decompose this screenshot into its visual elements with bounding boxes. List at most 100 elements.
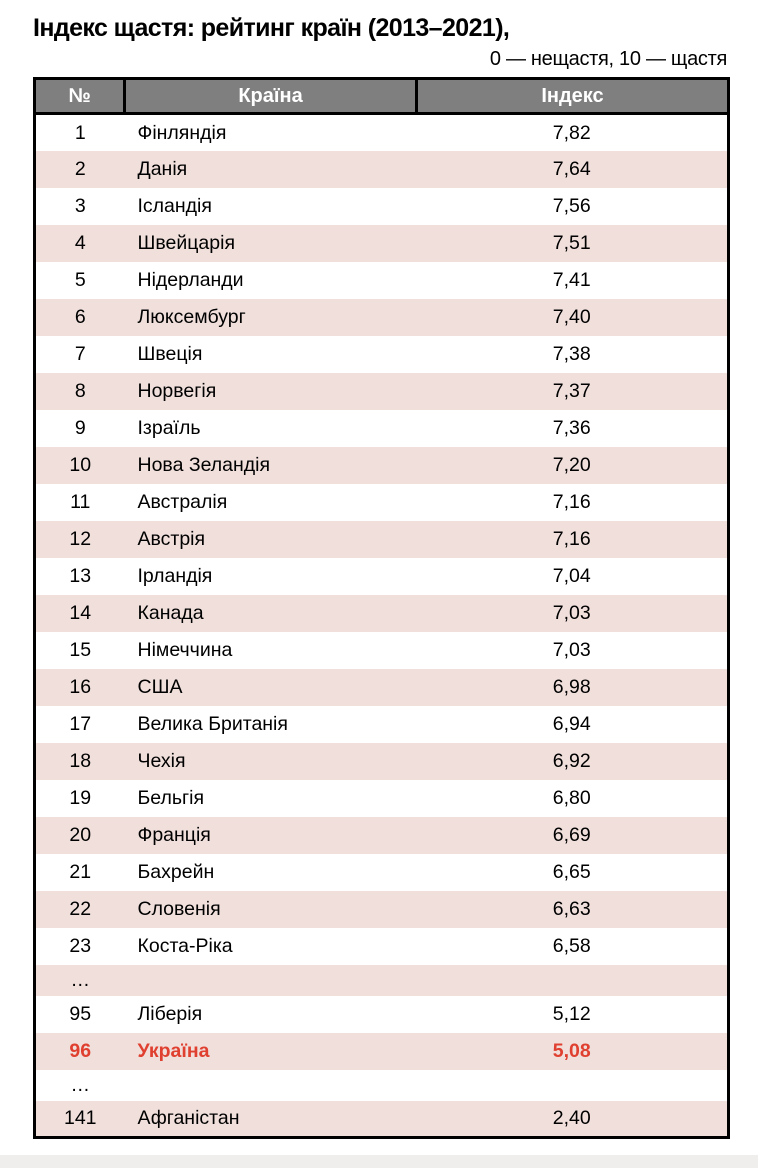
country-cell: Австрія [137,527,206,550]
rank-cell: 23 [69,934,92,957]
table-row: 96 Україна 5,08 [34,1032,729,1070]
index-cell: 7,41 [552,268,591,291]
index-cell: 7,82 [552,121,591,144]
index-cell: 7,16 [552,490,591,513]
country-cell: Данія [137,157,188,180]
index-cell: 7,20 [552,453,591,476]
index-cell: 7,38 [552,342,591,365]
country-cell: Канада [137,601,204,624]
rank-cell: … [70,968,91,991]
index-cell: 6,98 [552,675,591,698]
rank-cell: 14 [69,601,92,624]
table-row: 14 Канада 7,03 [34,594,729,632]
index-cell: 7,51 [552,231,591,254]
country-cell: Чехія [137,749,186,772]
country-cell: Ліберія [137,1002,203,1025]
index-cell: 6,80 [552,786,591,809]
table-row: 95 Ліберія 5,12 [35,996,729,1033]
rank-cell: 95 [69,1002,92,1025]
table-row: 15 Німеччина 7,03 [35,632,729,669]
rank-cell: 9 [74,416,86,439]
table-row: 22 Словенія 6,63 [34,890,729,928]
table-body: 1 Фінляндія 7,82 2 Данія 7,64 3 Ісландія 7,56 4 Шв… [34,114,729,1138]
table-row: 12 Австрія 7,16 [34,520,729,558]
table-row: 16 США 6,98 [34,668,729,706]
table-row: 23 Коста-Ріка 6,58 [35,928,729,965]
rank-cell: 7 [74,342,86,365]
column-header-country: Країна [123,77,418,116]
index-cell [417,1070,729,1101]
country-cell: Швейцарія [137,231,236,254]
index-cell: 7,40 [552,305,591,328]
country-cell: США [137,675,183,698]
rank-cell: 16 [69,675,92,698]
index-cell: 7,37 [552,379,591,402]
country-cell [125,965,417,996]
index-cell: 6,69 [552,823,591,846]
bottom-strip [0,1155,758,1168]
country-cell: Афганістан [137,1107,240,1129]
index-cell: 7,64 [552,157,591,180]
index-cell: 7,36 [552,416,591,439]
table-row: 9 Ізраїль 7,36 [35,410,729,447]
page: Індекс щастя: рейтинг країн (2013–2021),… [33,14,730,1140]
table-row: 17 Велика Британія 6,94 [35,706,729,743]
ellipsis-row: … [34,964,729,996]
country-cell: Нова Зеландія [137,453,271,476]
index-cell: 7,16 [552,527,591,550]
index-cell: 5,08 [552,1039,591,1062]
table-header-row: № Країна Індекс [33,77,730,116]
table-row: 20 Франція 6,69 [34,816,729,854]
table-row: 19 Бельгія 6,80 [35,780,729,817]
rank-cell: 13 [69,564,92,587]
table-row: 6 Люксембург 7,40 [34,298,729,336]
table-row: 18 Чехія 6,92 [34,742,729,780]
country-cell: Ісландія [137,194,212,217]
index-cell: 6,94 [552,712,591,735]
index-cell: 6,58 [552,934,591,957]
index-cell: 7,03 [552,638,591,661]
rank-cell: 6 [74,305,86,328]
country-cell: Нідерланди [137,268,244,291]
index-cell: 7,03 [552,601,591,624]
table-row: 7 Швеція 7,38 [35,336,729,373]
index-cell: 7,56 [552,194,591,217]
table-header: № Країна Індекс [33,77,730,116]
table-row: 11 Австралія 7,16 [35,484,729,521]
index-cell [417,965,729,996]
page-title: Індекс щастя: рейтинг країн (2013–2021), [33,14,510,42]
index-cell: 2,40 [552,1107,591,1129]
index-cell: 5,12 [552,1002,591,1025]
country-cell: Бахрейн [137,860,215,883]
country-cell: Україна [137,1039,210,1062]
table-row: 13 Ірландія 7,04 [35,558,729,595]
country-cell: Ірландія [137,564,213,587]
rank-cell: … [70,1073,91,1096]
rank-cell: 15 [69,638,92,661]
ellipsis-row: … [35,1070,729,1101]
rank-cell: 12 [69,527,92,550]
index-cell: 6,65 [552,860,591,883]
country-cell: Австралія [137,490,228,513]
country-cell [125,1070,417,1101]
country-cell: Ізраїль [137,416,201,439]
column-header-rank: № [33,77,126,116]
country-cell: Велика Британія [137,712,288,735]
index-cell: 6,63 [552,897,591,920]
table-row: 21 Бахрейн 6,65 [35,854,729,891]
table-row: 8 Норвегія 7,37 [34,372,729,410]
rank-cell: 11 [70,490,91,513]
rank-cell: 141 [63,1107,97,1129]
table-row: 3 Ісландія 7,56 [35,188,729,225]
table-row: 4 Швейцарія 7,51 [34,224,729,262]
country-cell: Норвегія [137,379,217,402]
country-cell: Франція [137,823,211,846]
rank-cell: 1 [74,121,86,144]
rank-cell: 20 [69,823,92,846]
rank-cell: 19 [69,786,92,809]
rank-cell: 17 [69,712,92,735]
rank-cell: 10 [69,453,92,476]
rank-cell: 8 [74,379,86,402]
rank-cell: 4 [74,231,86,254]
table-row: 141 Афганістан 2,40 [34,1100,729,1138]
